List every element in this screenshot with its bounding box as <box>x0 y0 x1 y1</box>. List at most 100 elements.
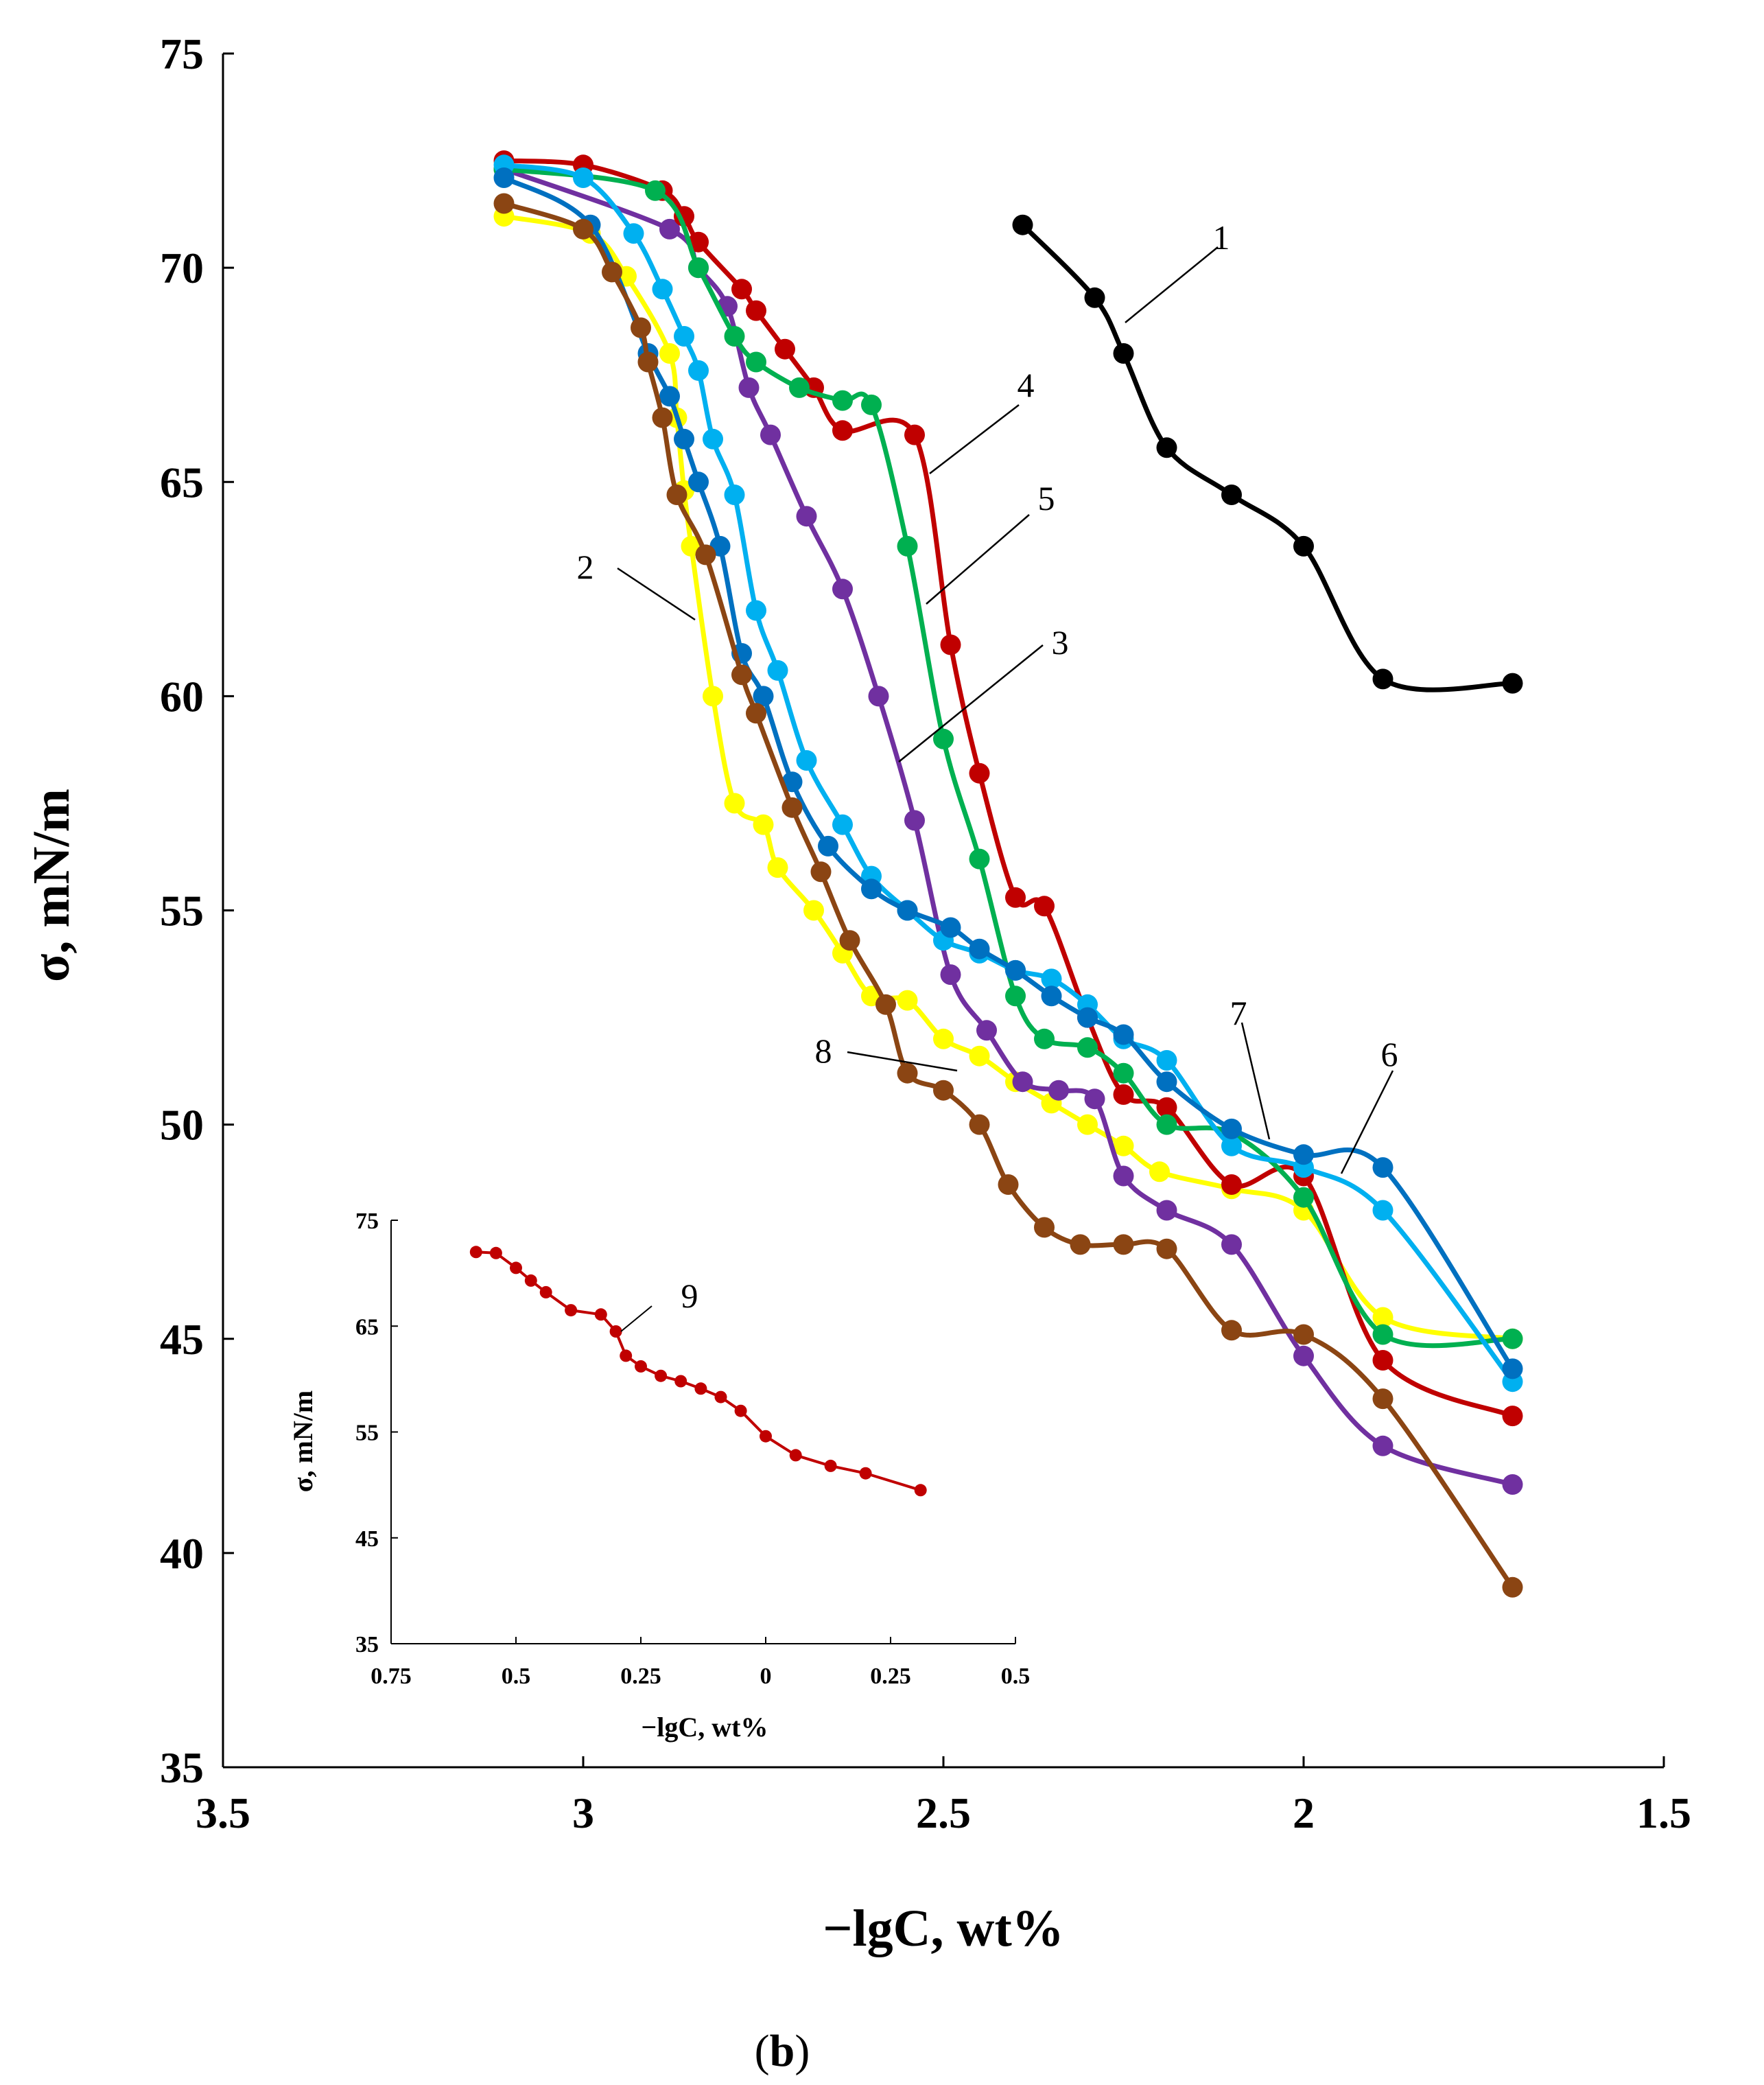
data-point <box>1221 1234 1242 1255</box>
data-point <box>688 360 709 381</box>
data-point <box>1221 1174 1242 1195</box>
data-point <box>688 471 709 493</box>
series-4 <box>493 150 1523 1427</box>
x-tick-label: 2 <box>1293 1789 1315 1837</box>
data-point <box>781 797 803 818</box>
series-8 <box>493 193 1523 1598</box>
data-point <box>1012 214 1033 235</box>
data-point <box>1041 986 1062 1007</box>
series-line-5 <box>502 167 1515 1349</box>
y-tick-label: 65 <box>160 458 204 506</box>
data-point <box>803 900 824 921</box>
inset-data-point <box>694 1382 707 1395</box>
data-point <box>1156 1114 1177 1135</box>
data-point <box>753 814 774 835</box>
data-point <box>861 878 882 900</box>
inset-x-axis-title: −lgC, wt% <box>642 1712 768 1743</box>
data-point <box>1502 1358 1523 1379</box>
data-point <box>573 167 593 188</box>
curve-label-1: 1 <box>1213 218 1230 257</box>
data-point <box>1041 968 1062 990</box>
data-point <box>767 660 788 681</box>
data-point <box>1372 1157 1393 1178</box>
panel-label: (b) <box>755 2026 810 2076</box>
data-point <box>832 390 853 411</box>
inset-data-point <box>714 1390 727 1403</box>
data-point <box>1293 1324 1314 1345</box>
inset-data-point <box>635 1360 647 1373</box>
curve-label-9: 9 <box>681 1277 698 1315</box>
curve-label-3: 3 <box>1052 623 1069 662</box>
annotation-leader <box>929 404 1020 474</box>
data-point <box>998 1174 1019 1195</box>
inset-data-point <box>789 1449 802 1462</box>
inset-data-point <box>655 1369 668 1382</box>
data-point <box>969 848 990 870</box>
data-point <box>703 686 723 707</box>
inset-data-point <box>469 1246 482 1259</box>
data-point <box>738 377 760 398</box>
data-point <box>666 485 687 505</box>
data-point <box>652 279 673 300</box>
data-point <box>1502 1328 1523 1349</box>
annotation-leader <box>847 1051 958 1072</box>
data-point <box>1048 1080 1069 1101</box>
y-tick-label: 35 <box>160 1743 204 1792</box>
panel-label-open: ( <box>755 2026 770 2076</box>
curve-label-6: 6 <box>1381 1035 1398 1073</box>
data-point <box>1034 1028 1055 1049</box>
data-point <box>839 930 860 951</box>
data-point <box>659 386 680 407</box>
x-tick-label: 1.5 <box>1636 1789 1691 1837</box>
annotation-leader <box>1340 1070 1394 1174</box>
inset-data-point <box>539 1285 552 1298</box>
data-point <box>1077 1037 1098 1058</box>
y-tick-label: 55 <box>160 887 204 935</box>
inset-data-point <box>859 1467 872 1480</box>
data-point <box>933 1080 954 1101</box>
data-point <box>969 938 990 959</box>
inset-data-point <box>620 1349 633 1362</box>
data-point <box>1156 1200 1177 1221</box>
data-point <box>940 917 961 938</box>
y-tick-label: 70 <box>160 244 204 292</box>
data-point <box>933 1028 954 1049</box>
annotation-leader <box>1240 1022 1271 1140</box>
data-point <box>897 990 918 1011</box>
inset-annotation-leader <box>620 1305 652 1332</box>
y-tick-label: 50 <box>160 1101 204 1150</box>
data-point <box>969 762 990 784</box>
data-point <box>1005 887 1026 908</box>
data-point <box>1502 673 1523 694</box>
data-point <box>940 964 961 986</box>
data-point <box>1156 1097 1177 1118</box>
data-point <box>746 351 766 373</box>
data-point <box>724 793 745 814</box>
inset-data-point <box>674 1375 687 1388</box>
data-point <box>760 424 781 445</box>
inset-data-point <box>510 1261 522 1274</box>
data-point <box>1113 1165 1134 1187</box>
data-point <box>674 428 694 450</box>
data-point <box>767 857 788 878</box>
data-point <box>904 810 925 831</box>
data-point <box>1372 1388 1393 1410</box>
inset-x-tick-label: 0.5 <box>1001 1664 1031 1689</box>
inset-data-point <box>824 1459 837 1472</box>
y-tick-label: 45 <box>160 1315 204 1364</box>
y-tick-label: 75 <box>160 30 204 78</box>
inset-y-tick-label: 45 <box>355 1526 379 1552</box>
annotation-leader <box>617 567 696 621</box>
data-point <box>1113 343 1134 364</box>
data-point <box>1372 1435 1393 1456</box>
curve-label-2: 2 <box>577 548 594 586</box>
y-tick-label: 40 <box>160 1529 204 1578</box>
data-point <box>832 420 853 441</box>
data-point <box>703 428 723 450</box>
data-point <box>1156 1071 1177 1093</box>
data-point <box>1005 959 1026 981</box>
data-point <box>1113 1234 1134 1255</box>
data-point <box>746 300 766 321</box>
data-point <box>493 193 515 214</box>
inset-data-point <box>760 1430 772 1443</box>
